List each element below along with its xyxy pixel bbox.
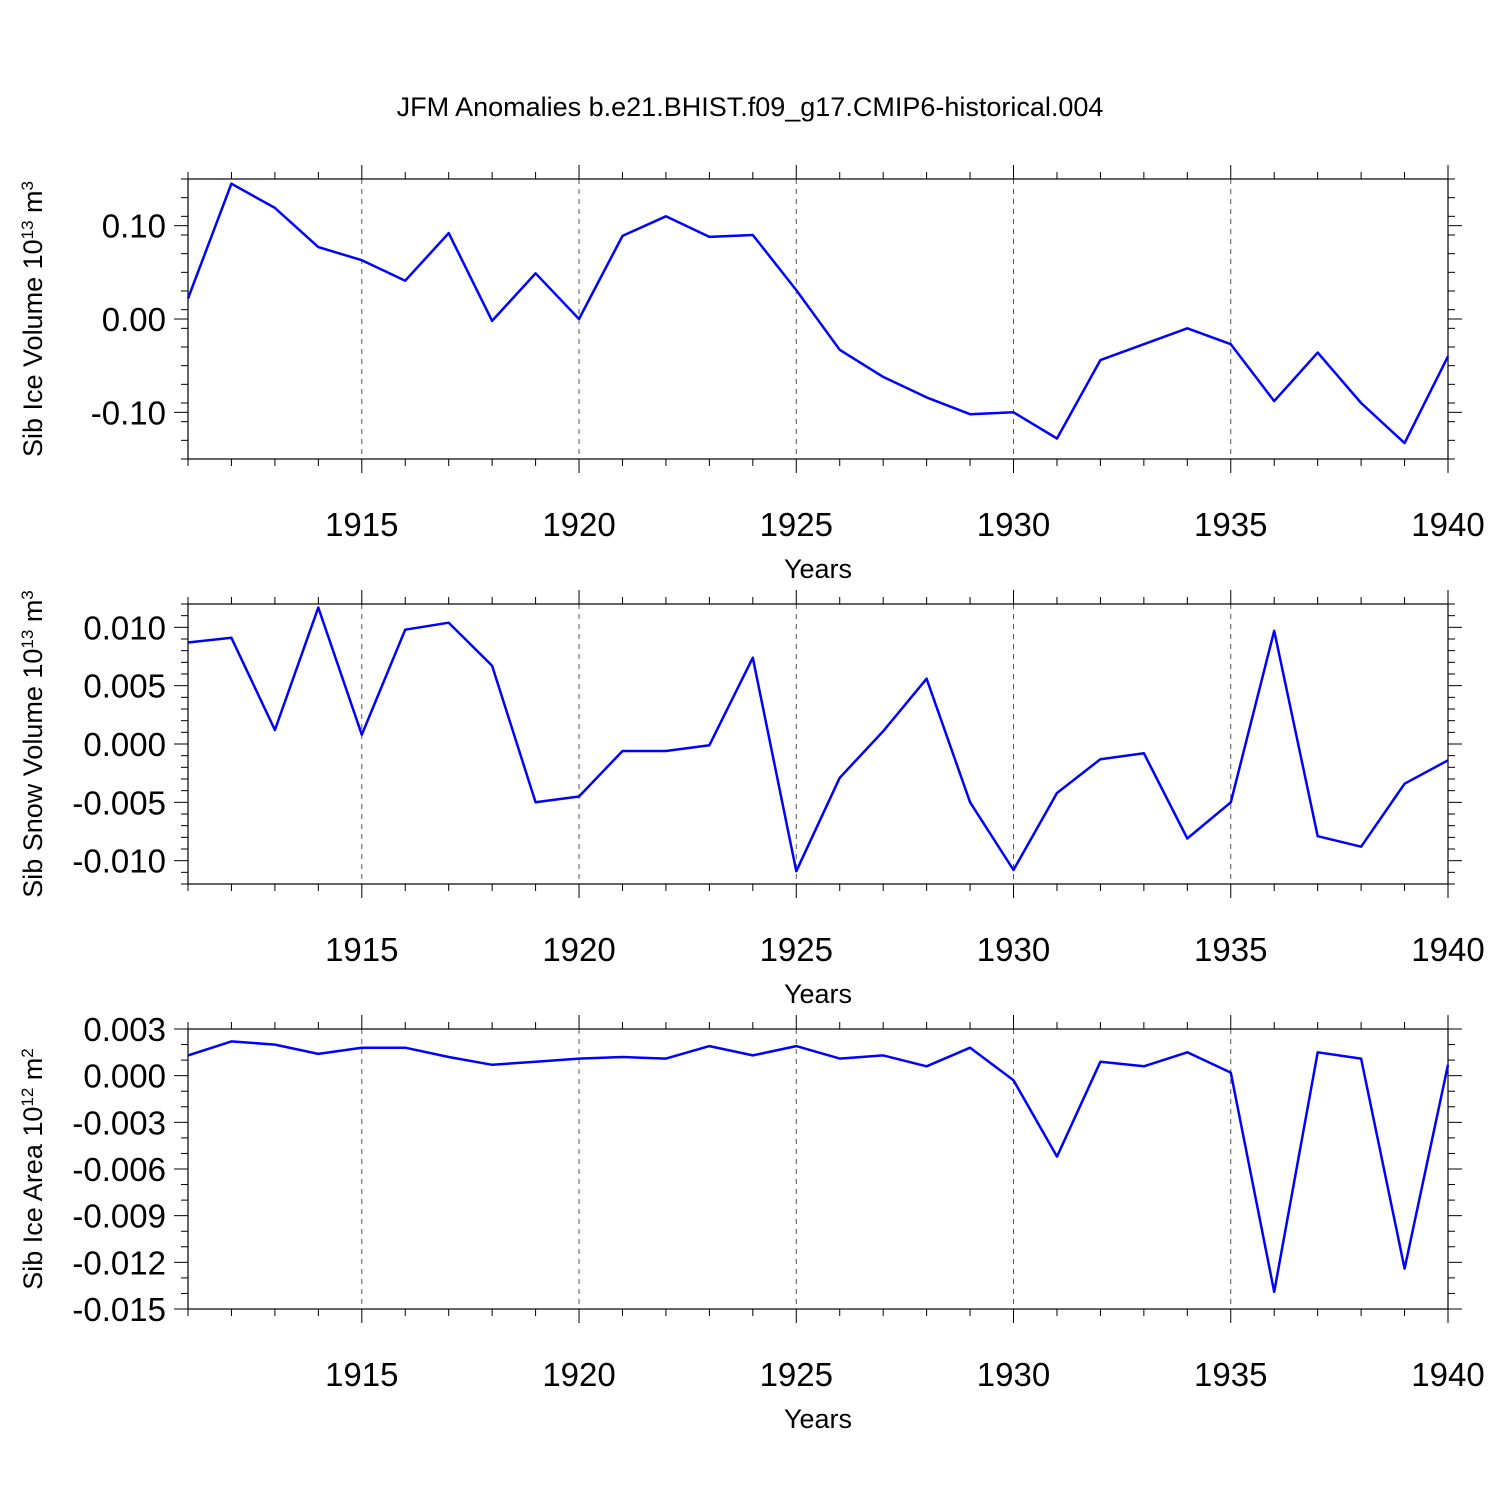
x-tick-label: 1925 <box>760 506 833 543</box>
y-tick-label: 0.010 <box>83 609 166 646</box>
y-tick-label: -0.012 <box>72 1244 166 1281</box>
x-tick-label: 1915 <box>325 931 398 968</box>
x-axis-title: Years <box>784 979 852 1009</box>
chart-title: JFM Anomalies b.e21.BHIST.f09_g17.CMIP6-… <box>397 92 1104 122</box>
x-tick-label: 1930 <box>977 931 1050 968</box>
x-axis-title: Years <box>784 1404 852 1434</box>
y-tick-label: 0.10 <box>102 208 166 245</box>
x-tick-label: 1920 <box>542 506 615 543</box>
y-tick-label: 0.003 <box>83 1011 166 1048</box>
y-tick-label: -0.015 <box>72 1291 166 1328</box>
x-tick-label: 1935 <box>1194 506 1267 543</box>
series-line <box>187 1040 1450 1294</box>
x-tick-label: 1935 <box>1194 931 1267 968</box>
series-line <box>187 606 1449 873</box>
panel-sib-snow-volume: Sib Snow Volume 1013 m3 Years -0.010 -0.0… <box>18 590 1485 1009</box>
y-tick-label: -0.006 <box>72 1151 166 1188</box>
x-axis-title: Years <box>784 554 852 584</box>
y-tick-label: -0.003 <box>72 1104 166 1141</box>
panel-sib-ice-volume: Sib Ice Volume 1013 m3 Years -0.10 0.00 0.… <box>18 165 1485 584</box>
y-tick-label: -0.010 <box>72 843 166 880</box>
x-tick-label: 1925 <box>760 931 833 968</box>
x-tick-label: 1930 <box>977 506 1050 543</box>
y-tick-label: 0.00 <box>102 301 166 338</box>
series-line <box>186 182 1450 445</box>
x-tick-label: 1925 <box>760 1356 833 1393</box>
x-tick-label: 1915 <box>325 1356 398 1393</box>
y-tick-label: 0.000 <box>83 726 166 763</box>
y-tick-label: 0.000 <box>83 1058 166 1095</box>
panel-sib-ice-area: Sib Ice Area 1012 m2 Years -0.015 -0.012 -… <box>18 1011 1485 1434</box>
x-tick-label: 1935 <box>1194 1356 1267 1393</box>
x-tick-label: 1940 <box>1411 506 1484 543</box>
y-tick-label: 0.005 <box>83 668 166 705</box>
x-tick-label: 1915 <box>325 506 398 543</box>
plot-frame <box>187 603 1449 885</box>
x-tick-label: 1920 <box>542 931 615 968</box>
y-tick-label: -0.10 <box>91 394 166 431</box>
y-axis-title: Sib Ice Area 1012 m2 <box>18 1048 49 1290</box>
y-axis-title: Sib Ice Volume 1013 m3 <box>18 181 49 457</box>
plot-frame <box>187 1028 1449 1310</box>
y-tick-label: -0.009 <box>72 1198 166 1235</box>
x-tick-label: 1920 <box>542 1356 615 1393</box>
y-axis-title: Sib Snow Volume 1013 m3 <box>18 590 49 898</box>
y-tick-label: -0.005 <box>72 784 166 821</box>
x-tick-label: 1930 <box>977 1356 1050 1393</box>
x-tick-label: 1940 <box>1411 931 1484 968</box>
x-tick-label: 1940 <box>1411 1356 1484 1393</box>
